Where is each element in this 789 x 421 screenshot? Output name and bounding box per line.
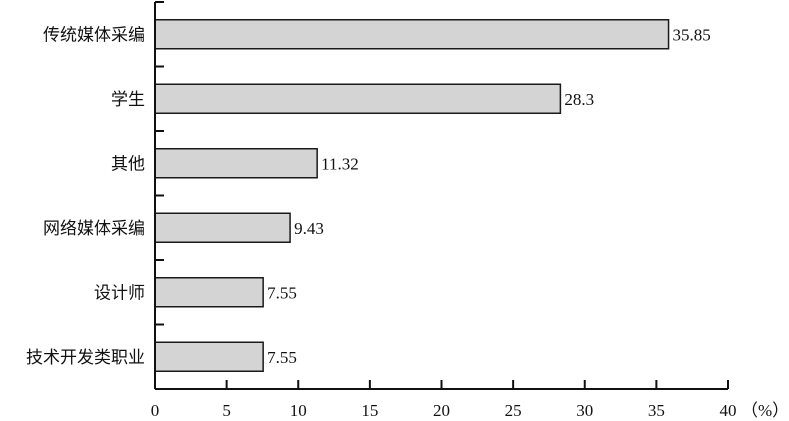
x-tick-label: 10 (290, 401, 307, 420)
x-axis-unit-label: （%） (741, 401, 789, 420)
x-tick-label: 35 (648, 401, 665, 420)
x-tick-label: 20 (433, 401, 450, 420)
x-tick-label: 40 (720, 401, 737, 420)
x-tick-label: 30 (576, 401, 593, 420)
bar (154, 212, 291, 243)
category-label: 设计师 (94, 283, 145, 303)
category-label: 学生 (111, 90, 145, 110)
bars-group (154, 19, 670, 372)
value-labels-group: 35.85 28.3 11.32 9.43 7.55 7.55 (267, 25, 711, 367)
bar (154, 277, 264, 308)
bar (154, 83, 562, 114)
bar (154, 19, 670, 50)
x-tick-label: 5 (222, 401, 231, 420)
value-label: 28.3 (564, 90, 594, 109)
x-axis-ticks-group: 0 5 10 15 20 25 30 35 40 (151, 380, 737, 420)
category-label: 技术开发类职业 (26, 348, 145, 368)
category-label: 其他 (111, 154, 145, 174)
y-axis-ticks-group (155, 1, 164, 390)
bar (154, 341, 264, 372)
bar (154, 148, 318, 179)
value-label: 7.55 (267, 348, 297, 367)
x-tick-label: 15 (361, 401, 378, 420)
value-label: 9.43 (294, 219, 324, 238)
value-label: 35.85 (673, 25, 711, 44)
value-label: 7.55 (267, 283, 297, 302)
category-label: 传统媒体采编 (43, 25, 145, 45)
value-label: 11.32 (321, 154, 359, 173)
x-tick-label: 0 (151, 401, 160, 420)
category-label: 网络媒体采编 (43, 219, 145, 239)
x-tick-label: 25 (505, 401, 522, 420)
